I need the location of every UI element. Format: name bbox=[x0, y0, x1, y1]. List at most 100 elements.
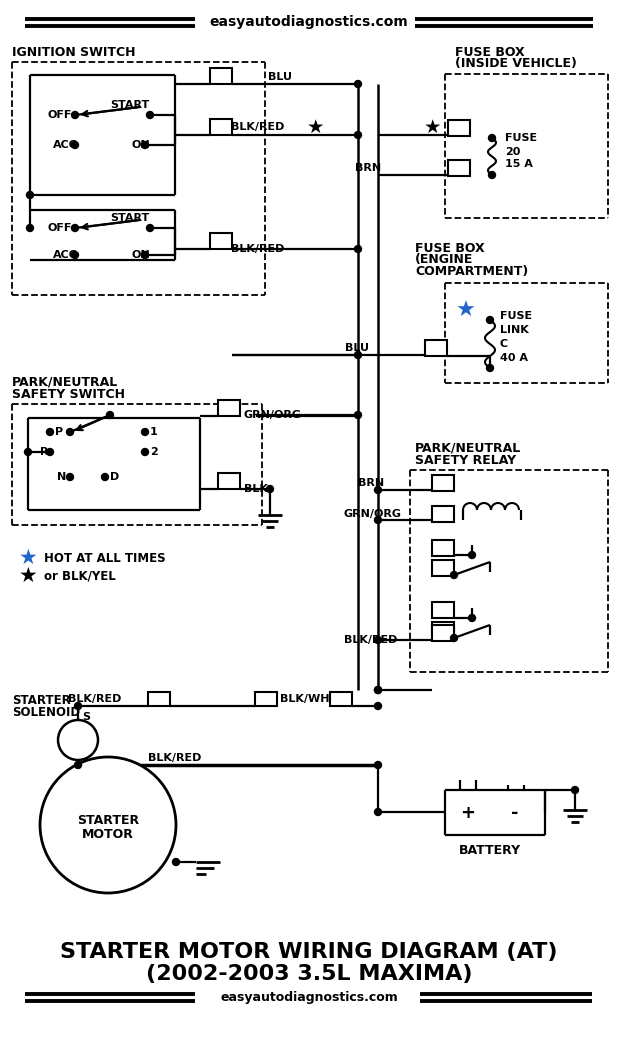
Circle shape bbox=[75, 761, 82, 769]
Circle shape bbox=[468, 551, 475, 559]
Text: (2002-2003 3.5L MAXIMA): (2002-2003 3.5L MAXIMA) bbox=[146, 964, 472, 984]
Circle shape bbox=[355, 131, 362, 139]
Text: S: S bbox=[82, 712, 90, 722]
Bar bbox=[330, 692, 352, 706]
Text: BLK/RED: BLK/RED bbox=[231, 122, 284, 132]
Text: GRN/ORG: GRN/ORG bbox=[344, 509, 402, 519]
Circle shape bbox=[355, 246, 362, 252]
Circle shape bbox=[375, 517, 381, 524]
Circle shape bbox=[142, 142, 148, 148]
Circle shape bbox=[375, 486, 381, 494]
Text: BRN: BRN bbox=[358, 478, 384, 488]
Text: R: R bbox=[40, 447, 48, 457]
Text: easyautodiagnostics.com: easyautodiagnostics.com bbox=[220, 990, 398, 1004]
Text: START: START bbox=[111, 100, 150, 110]
Circle shape bbox=[375, 808, 381, 816]
Text: N: N bbox=[57, 472, 66, 482]
Bar bbox=[255, 692, 277, 706]
Circle shape bbox=[451, 634, 457, 642]
Circle shape bbox=[46, 428, 54, 436]
Text: FUSE: FUSE bbox=[505, 133, 537, 143]
Circle shape bbox=[451, 571, 457, 579]
Text: $\bigstar$: $\bigstar$ bbox=[423, 118, 441, 136]
Circle shape bbox=[172, 859, 179, 865]
Circle shape bbox=[355, 352, 362, 358]
Circle shape bbox=[486, 364, 494, 372]
Circle shape bbox=[142, 428, 148, 436]
Bar bbox=[218, 400, 240, 416]
Text: ACC: ACC bbox=[53, 250, 78, 260]
Text: 20: 20 bbox=[505, 147, 520, 157]
Text: START: START bbox=[111, 213, 150, 223]
Text: easyautodiagnostics.com: easyautodiagnostics.com bbox=[210, 15, 408, 29]
Text: BLK/RED: BLK/RED bbox=[344, 635, 397, 645]
Circle shape bbox=[27, 225, 33, 231]
Text: (INSIDE VEHICLE): (INSIDE VEHICLE) bbox=[455, 58, 577, 70]
Text: PARK/NEUTRAL: PARK/NEUTRAL bbox=[415, 441, 521, 455]
Text: BATTERY: BATTERY bbox=[459, 843, 521, 857]
Text: +: + bbox=[460, 804, 475, 822]
Text: C: C bbox=[500, 339, 508, 349]
Bar bbox=[448, 120, 470, 136]
Text: BLU: BLU bbox=[345, 343, 369, 353]
Bar bbox=[432, 560, 454, 576]
Bar bbox=[210, 233, 232, 249]
Circle shape bbox=[146, 111, 153, 119]
Text: or BLK/YEL: or BLK/YEL bbox=[44, 569, 116, 583]
Bar bbox=[432, 540, 454, 557]
Circle shape bbox=[572, 786, 578, 794]
Circle shape bbox=[40, 757, 176, 892]
Circle shape bbox=[75, 702, 82, 710]
Text: ON: ON bbox=[132, 250, 151, 260]
Text: STARTER: STARTER bbox=[77, 814, 139, 826]
Bar bbox=[210, 119, 232, 135]
Text: BLK/RED: BLK/RED bbox=[148, 753, 201, 763]
Circle shape bbox=[375, 636, 381, 644]
Circle shape bbox=[72, 252, 78, 258]
Bar bbox=[432, 625, 454, 640]
Circle shape bbox=[146, 225, 153, 231]
Bar bbox=[425, 340, 447, 356]
Text: ON: ON bbox=[132, 140, 151, 150]
Circle shape bbox=[106, 412, 114, 419]
Text: FUSE BOX: FUSE BOX bbox=[415, 242, 485, 254]
Text: 40 A: 40 A bbox=[500, 353, 528, 363]
Text: ACC: ACC bbox=[53, 140, 78, 150]
Text: LINK: LINK bbox=[500, 326, 529, 335]
Text: SOLENOID: SOLENOID bbox=[12, 706, 80, 718]
Circle shape bbox=[72, 225, 78, 231]
Circle shape bbox=[72, 111, 78, 119]
Circle shape bbox=[142, 252, 148, 258]
Text: BLK/RED: BLK/RED bbox=[68, 694, 121, 704]
Text: MOTOR: MOTOR bbox=[82, 828, 134, 841]
Text: HOT AT ALL TIMES: HOT AT ALL TIMES bbox=[44, 551, 166, 565]
Circle shape bbox=[266, 485, 274, 492]
Bar bbox=[432, 475, 454, 491]
Bar bbox=[432, 622, 454, 638]
Circle shape bbox=[375, 687, 381, 693]
Circle shape bbox=[355, 81, 362, 87]
Circle shape bbox=[25, 448, 32, 456]
Text: (ENGINE: (ENGINE bbox=[415, 253, 473, 267]
Circle shape bbox=[488, 134, 496, 142]
Text: SAFETY RELAY: SAFETY RELAY bbox=[415, 454, 516, 466]
Text: BLK/RED: BLK/RED bbox=[231, 244, 284, 254]
Bar bbox=[210, 68, 232, 84]
Bar bbox=[148, 692, 170, 706]
Text: $\bigstar$: $\bigstar$ bbox=[306, 118, 324, 136]
Circle shape bbox=[27, 191, 33, 198]
Text: BRN: BRN bbox=[355, 163, 381, 173]
Text: FUSE BOX: FUSE BOX bbox=[455, 45, 525, 59]
Bar bbox=[432, 506, 454, 522]
Bar bbox=[448, 160, 470, 176]
Text: STARTER MOTOR WIRING DIAGRAM (AT): STARTER MOTOR WIRING DIAGRAM (AT) bbox=[60, 942, 558, 962]
Circle shape bbox=[46, 448, 54, 456]
Text: 2: 2 bbox=[150, 447, 158, 457]
Text: FUSE: FUSE bbox=[500, 311, 532, 321]
Text: PARK/NEUTRAL: PARK/NEUTRAL bbox=[12, 376, 118, 388]
Circle shape bbox=[101, 474, 109, 481]
Text: SAFETY SWITCH: SAFETY SWITCH bbox=[12, 387, 125, 400]
Circle shape bbox=[72, 142, 78, 148]
Circle shape bbox=[355, 412, 362, 419]
Text: D: D bbox=[110, 472, 119, 482]
